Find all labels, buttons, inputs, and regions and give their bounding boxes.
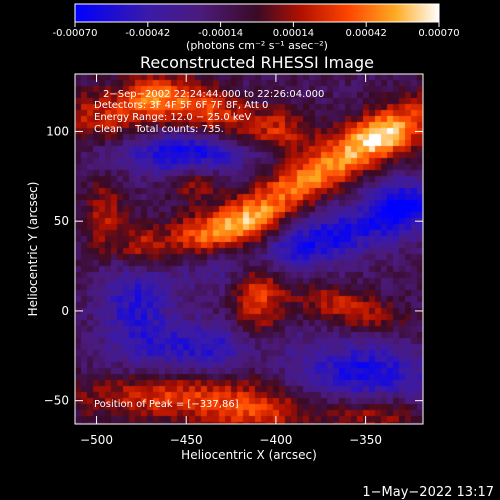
x-tick-label: −500	[80, 433, 113, 447]
colorbar-tick-label: 0.00014	[273, 28, 314, 39]
annotation-time-range: 2−Sep−2002 22:24:44.000 to 22:26:04.000	[103, 89, 324, 100]
y-tick-label: −50	[44, 394, 69, 408]
annotation-clean-counts: Clean Total counts: 735.	[94, 124, 224, 135]
y-tick-label: 0	[61, 304, 69, 318]
annotation-peak-position: Position of Peak = [−337,86]	[94, 399, 239, 410]
heatmap-area	[75, 74, 423, 424]
colorbar-tick-label: -0.00042	[125, 28, 170, 39]
y-axis-label: Heliocentric Y (arcsec)	[26, 182, 40, 317]
colorbar	[74, 3, 440, 23]
x-axis-label: Heliocentric X (arcsec)	[181, 448, 317, 462]
colorbar-tick-label: 0.00070	[418, 28, 459, 39]
colorbar-tick-label: -0.00014	[198, 28, 243, 39]
x-tick-label: −350	[349, 433, 382, 447]
plot-frame	[74, 73, 424, 425]
annotation-detectors: Detectors: 3F 4F 5F 6F 7F 8F, Att 0	[94, 100, 268, 111]
colorbar-tick-label: 0.00042	[346, 28, 387, 39]
chart-title: Reconstructed RHESSI Image	[140, 53, 374, 72]
x-tick-label: −400	[259, 433, 292, 447]
y-tick-label: 50	[54, 214, 69, 228]
annotation-energy-range: Energy Range: 12.0 − 25.0 keV	[94, 112, 251, 123]
colorbar-ticks: -0.00070 -0.00042 -0.00014 0.00014 0.00042 0.…	[53, 22, 460, 39]
colorbar-unit-label: (photons cm⁻² s⁻¹ asec⁻²)	[186, 39, 328, 52]
y-tick-label: 100	[46, 124, 69, 138]
footer-timestamp: 1−May−2022 13:17	[362, 485, 494, 500]
colorbar-tick-label: -0.00070	[53, 28, 98, 39]
x-tick-label: −450	[170, 433, 203, 447]
